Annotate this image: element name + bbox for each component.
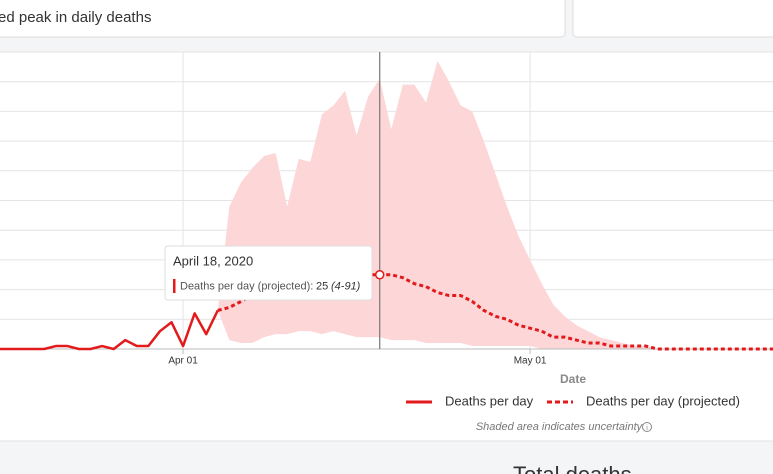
x-tick-label: May 01 bbox=[514, 356, 547, 367]
x-axis-title: Date bbox=[560, 372, 586, 386]
tooltip: April 18, 2020 Deaths per day (projected… bbox=[164, 245, 373, 301]
legend-label: Deaths per day (projected) bbox=[586, 393, 740, 408]
x-tick-label: Apr 01 bbox=[168, 356, 198, 367]
tooltip-swatch bbox=[173, 279, 176, 293]
hover-point bbox=[374, 270, 385, 280]
tooltip-title: April 18, 2020 bbox=[173, 253, 253, 268]
section-title: Total deaths bbox=[513, 462, 632, 474]
info-icon[interactable] bbox=[642, 422, 652, 432]
info-icon-glyph: i bbox=[646, 425, 648, 432]
tooltip-label: Deaths per day (projected): bbox=[180, 280, 313, 292]
summary-card bbox=[0, 0, 566, 38]
series-line bbox=[0, 309, 219, 351]
tooltip-value: 25 bbox=[316, 280, 328, 292]
legend-label: Deaths per day bbox=[445, 393, 534, 408]
uncertainty-note: Shaded area indicates uncertainty bbox=[476, 421, 644, 433]
tooltip-box bbox=[164, 245, 373, 301]
card-text: ed peak in daily deaths bbox=[0, 9, 151, 26]
summary-card bbox=[572, 0, 773, 38]
tooltip-range: (4-91) bbox=[331, 280, 361, 292]
